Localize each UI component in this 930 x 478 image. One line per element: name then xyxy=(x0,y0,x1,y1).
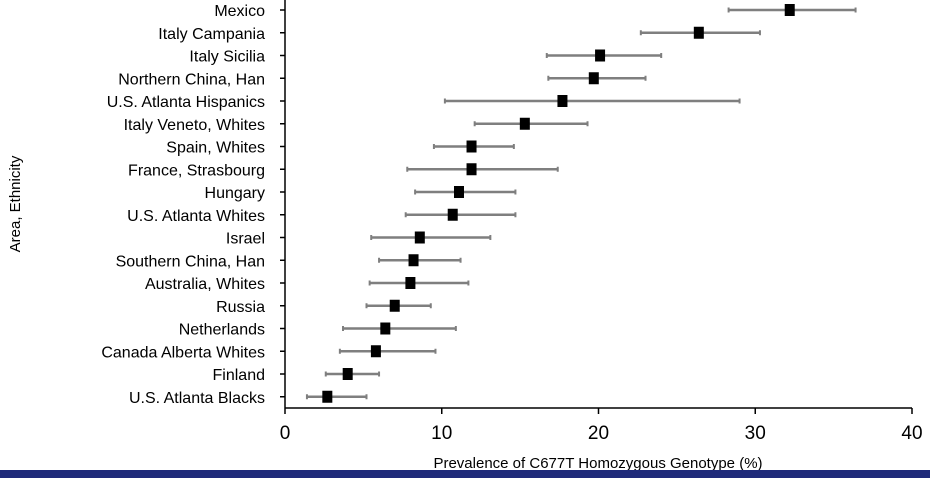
point-estimate xyxy=(453,186,464,198)
category-label: Italy Campania xyxy=(158,26,265,43)
category-label: U.S. Atlanta Blacks xyxy=(129,390,265,407)
category-label: U.S. Atlanta Whites xyxy=(127,208,265,225)
point-estimate xyxy=(414,231,425,244)
x-axis-title: Prevalence of C677T Homozygous Genotype … xyxy=(433,455,762,472)
point-estimate xyxy=(342,368,353,380)
category-label: Israel xyxy=(226,231,265,248)
data-row: Israel xyxy=(226,231,492,248)
category-label: Finland xyxy=(213,367,265,384)
point-estimate xyxy=(447,208,458,221)
data-row: Spain, Whites xyxy=(166,140,515,157)
data-row: U.S. Atlanta Whites xyxy=(127,208,517,225)
point-estimate xyxy=(588,72,599,85)
x-tick-label: 20 xyxy=(588,423,609,444)
data-rows: Mexico Italy Campania Italy Sicilia Norther… xyxy=(101,3,857,407)
point-estimate xyxy=(784,4,795,16)
bottom-band xyxy=(0,470,930,478)
point-estimate xyxy=(595,49,606,62)
category-label: Hungary xyxy=(205,185,265,202)
data-row: Italy Campania xyxy=(158,26,761,43)
category-label: Russia xyxy=(216,299,265,316)
category-label: Canada Alberta Whites xyxy=(101,344,265,361)
point-estimate xyxy=(405,277,416,289)
data-row: France, Strasbourg xyxy=(128,162,559,179)
category-label: France, Strasbourg xyxy=(128,162,265,179)
data-row: Southern China, Han xyxy=(116,253,462,270)
data-row: Russia xyxy=(216,299,432,316)
data-row: Italy Veneto, Whites xyxy=(124,117,589,134)
category-label: Mexico xyxy=(214,3,265,20)
point-estimate xyxy=(370,345,381,358)
data-row: Italy Sicilia xyxy=(189,49,663,66)
x-tick-label: 40 xyxy=(901,423,922,444)
category-label: Spain, Whites xyxy=(166,140,265,157)
x-tick-label: 10 xyxy=(431,423,452,444)
data-row: U.S. Atlanta Hispanics xyxy=(107,94,741,111)
point-estimate xyxy=(466,140,477,153)
point-estimate xyxy=(519,117,530,130)
category-label: Netherlands xyxy=(179,322,265,339)
point-estimate xyxy=(557,95,568,107)
category-label: Northern China, Han xyxy=(118,71,265,88)
category-label: U.S. Atlanta Hispanics xyxy=(107,94,265,111)
point-estimate xyxy=(389,299,400,312)
data-row: Canada Alberta Whites xyxy=(101,344,437,361)
y-axis-title: Area, Ethnicity xyxy=(7,155,24,252)
data-row: U.S. Atlanta Blacks xyxy=(129,390,368,407)
x-ticks: 0 10 20 30 40 xyxy=(280,408,923,444)
data-row: Finland xyxy=(213,367,381,384)
data-row: Hungary xyxy=(205,185,517,202)
point-estimate xyxy=(693,26,704,39)
point-estimate xyxy=(408,254,419,267)
point-estimate xyxy=(322,390,333,403)
data-row: Australia, Whites xyxy=(145,276,470,293)
data-row: Netherlands xyxy=(179,322,457,339)
point-estimate xyxy=(380,322,391,335)
category-label: Southern China, Han xyxy=(116,253,265,270)
data-row: Mexico xyxy=(214,3,857,20)
category-label: Italy Veneto, Whites xyxy=(124,117,265,134)
x-tick-label: 30 xyxy=(745,423,766,444)
point-estimate xyxy=(466,163,477,176)
category-label: Italy Sicilia xyxy=(189,49,265,66)
data-row: Northern China, Han xyxy=(118,71,647,88)
x-tick-label: 0 xyxy=(280,423,291,444)
category-label: Australia, Whites xyxy=(145,276,265,293)
